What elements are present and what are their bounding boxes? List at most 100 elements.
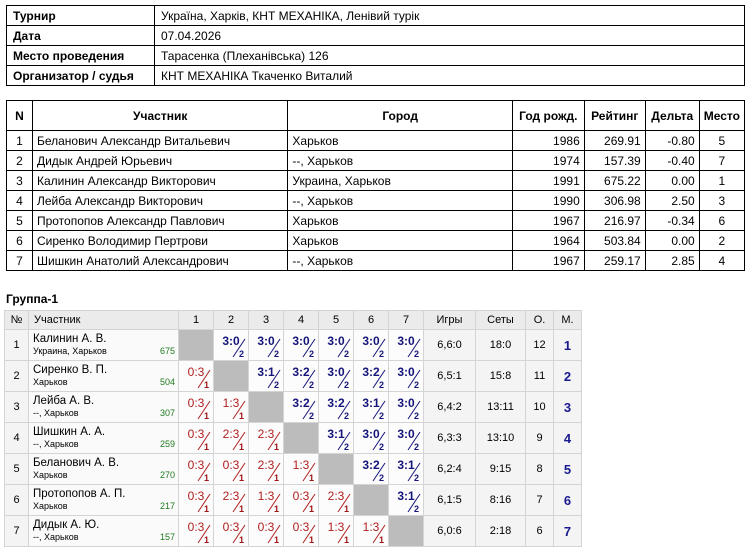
match-win: 3:0 2 [389,361,423,391]
slash-mark [372,400,386,420]
match-score: 2:3 [257,427,275,441]
slash-mark [267,462,281,482]
match-cell: 0:3 1 [283,484,319,516]
match-points: 1 [203,535,209,545]
player-name: Протопопов А. П. [33,488,126,500]
match-loss: 0:3 1 [214,516,248,546]
place-cell: 6 [553,484,582,516]
slash-mark [302,338,316,358]
cell-number: 2 [6,150,33,171]
crosstable-header-4: 2 [213,310,249,330]
match-loss: 2:3 1 [319,485,353,515]
row-number: 4 [4,422,29,454]
slash-mark [407,431,421,451]
match-cell: 3:0 2 [353,329,389,361]
match-win: 3:0 2 [389,330,423,360]
table-row: 2 Дидык Андрей Юрьевич --, Харьков 1974 157.… [6,150,746,171]
match-cell: 3:2 2 [283,360,319,392]
sets-cell: 18:0 [475,329,526,361]
slash-mark [407,369,421,389]
match-win: 3:0 2 [319,361,353,391]
diagonal-cell [248,391,284,423]
cell-number: 5 [6,210,33,231]
games-cell: 6,3:3 [423,422,476,454]
match-points: 1 [238,473,244,483]
match-points: 2 [378,380,384,390]
slash-mark [302,493,316,513]
match-cell: 3:2 2 [283,391,319,423]
match-cell: 1:3 1 [248,484,284,516]
crosstable-row: 7 Дидык А. Ю. --, Харьков 157 0:3 1 0:3 1 0:3 1 0:… [4,515,582,547]
crosstable-header-12: О. [525,310,554,330]
match-score: 3:0 [292,334,310,348]
sets-cell: 13:11 [475,391,526,423]
match-score: 3:1 [397,489,415,503]
info-row: Дата 07.04.2026 [6,25,745,46]
slash-mark [337,431,351,451]
match-cell: 3:0 2 [353,422,389,454]
slash-mark [197,524,211,544]
player-cell: Лейба А. В. --, Харьков 307 [28,391,179,423]
slash-mark [302,400,316,420]
slash-mark [232,431,246,451]
header-col-n: N [6,100,33,131]
diagonal-cell [213,360,249,392]
match-points: 2 [308,411,314,421]
match-win: 3:0 2 [354,423,388,453]
match-win: 3:1 2 [249,361,283,391]
player-cell: Дидык А. Ю. --, Харьков 157 [28,515,179,547]
slash-mark [197,493,211,513]
match-score: 0:3 [187,427,205,441]
row-number: 6 [4,484,29,516]
match-score: 3:2 [362,365,380,379]
cell-birth-year: 1990 [511,190,585,211]
match-loss: 0:3 1 [179,485,213,515]
cell-place: 6 [698,210,746,231]
player-rating: 675 [159,346,175,356]
match-cell: 2:3 1 [213,422,249,454]
match-cell: 3:1 2 [388,484,424,516]
slash-mark [197,400,211,420]
player-name: Шишкин А. А. [33,426,106,438]
match-cell: 3:1 2 [248,360,284,392]
match-win: 3:0 2 [284,330,318,360]
info-row: Организатор / судья КНТ МЕХАНІКА Ткаченко… [6,65,745,86]
cell-city: --, Харьков [287,250,513,271]
match-score: 0:3 [222,458,240,472]
player-details: Харьков 270 [33,470,175,481]
player-rating: 217 [159,501,175,511]
cell-participant: Шишкин Анатолий Александрович [31,250,289,271]
player-name: Дидык А. Ю. [33,519,100,531]
match-points: 2 [343,442,349,452]
match-score: 0:3 [257,520,275,534]
slash-mark [372,462,386,482]
match-score: 3:0 [327,334,345,348]
cell-participant: Лейба Александр Викторович [31,190,289,211]
crosstable-row: 1 Калинин А. В. Украина, Харьков 675 3:0 2 3:0… [4,329,582,361]
match-points: 2 [343,411,349,421]
cell-rating: 216.97 [583,210,646,231]
match-loss: 2:3 1 [214,423,248,453]
match-points: 1 [273,535,279,545]
slash-mark [302,462,316,482]
slash-mark [232,400,246,420]
match-score: 3:0 [257,334,275,348]
match-points: 2 [308,380,314,390]
crosstable-row: 6 Протопопов А. П. Харьков 217 0:3 1 2:3 1 1:3 1 0… [4,484,582,516]
match-score: 1:3 [327,520,345,534]
match-win: 3:1 2 [354,392,388,422]
match-win: 3:0 2 [319,330,353,360]
table-row: 7 Шишкин Анатолий Александрович --, Харько… [6,250,746,271]
player-cell: Сиренко В. П. Харьков 504 [28,360,179,392]
match-points: 1 [273,473,279,483]
crosstable-header-row: № Участник 1 2 3 4 5 6 7 Игры Сеты О. М. [4,310,582,330]
cell-delta: 2.85 [644,250,700,271]
player-cell: Беланович А. В. Харьков 270 [28,453,179,485]
match-win: 3:0 2 [354,330,388,360]
sets-cell: 9:15 [475,453,526,485]
player-city: Харьков [33,501,68,511]
player-rating: 157 [159,532,175,542]
diagonal-cell [178,329,214,361]
cell-birth-year: 1974 [511,150,585,171]
match-score: 3:0 [397,365,415,379]
